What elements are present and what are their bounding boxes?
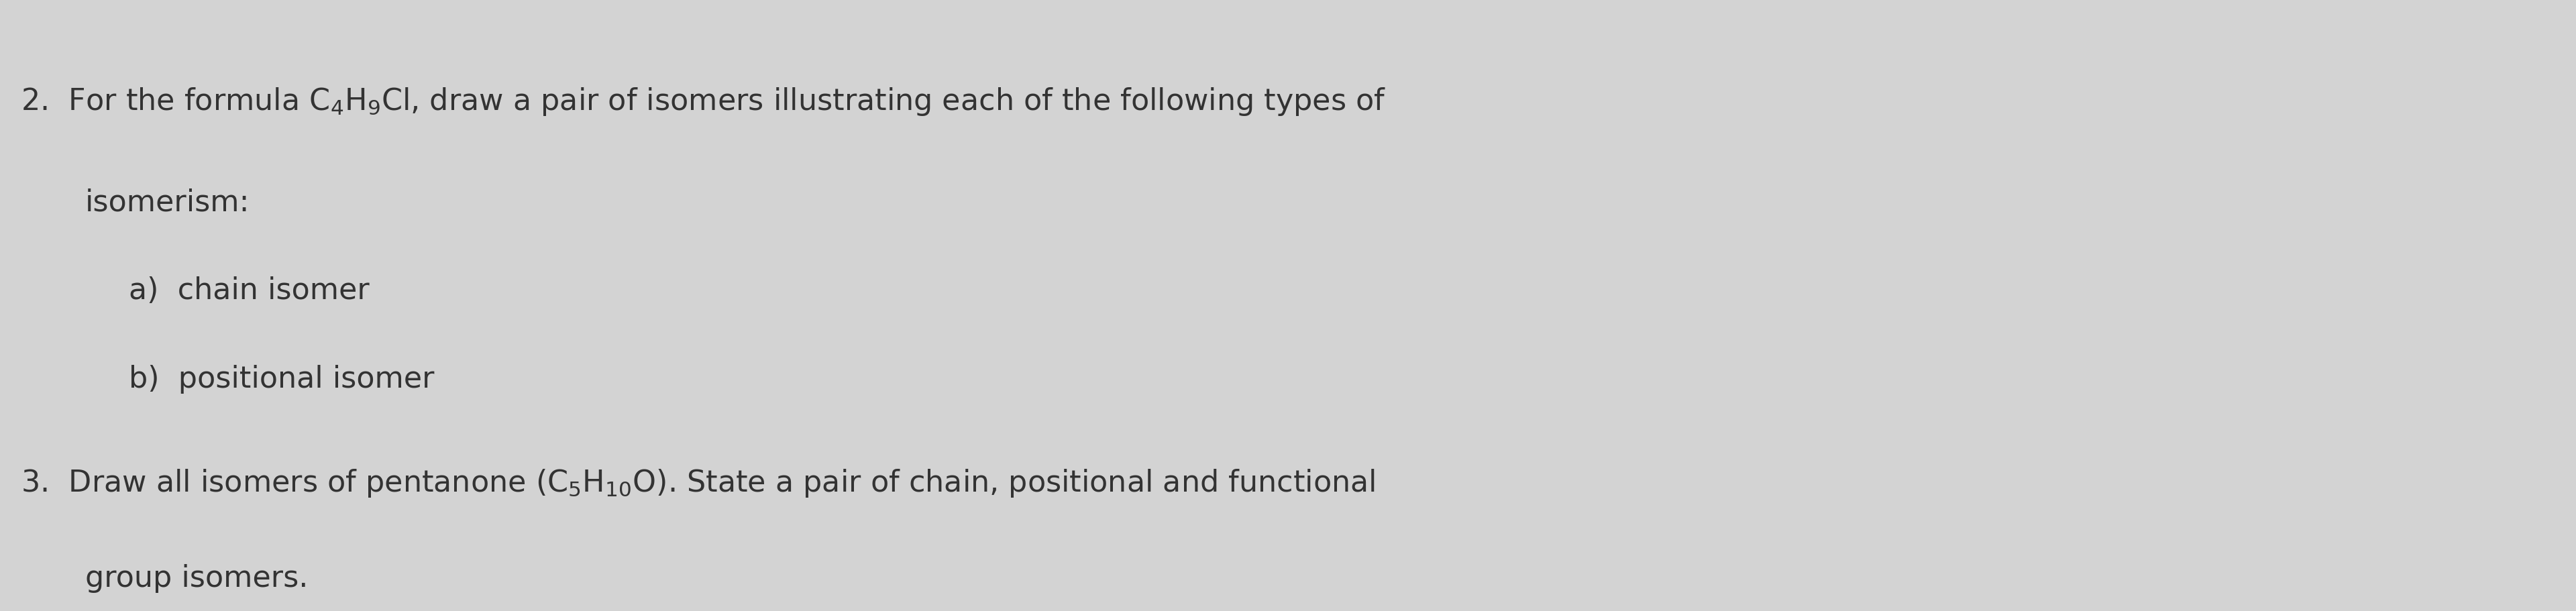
Text: a)  chain isomer: a) chain isomer: [129, 277, 368, 306]
Text: 3.  Draw all isomers of pentanone ($\mathregular{C_5H_{10}}$O). State a pair of : 3. Draw all isomers of pentanone ($\math…: [21, 467, 1376, 499]
Text: 2.  For the formula $\mathregular{C_4H_9}$Cl, draw a pair of isomers illustratin: 2. For the formula $\mathregular{C_4H_9}…: [21, 86, 1386, 117]
Text: isomerism:: isomerism:: [85, 188, 250, 217]
Text: b)  positional isomer: b) positional isomer: [129, 365, 435, 394]
Text: group isomers.: group isomers.: [85, 564, 309, 593]
